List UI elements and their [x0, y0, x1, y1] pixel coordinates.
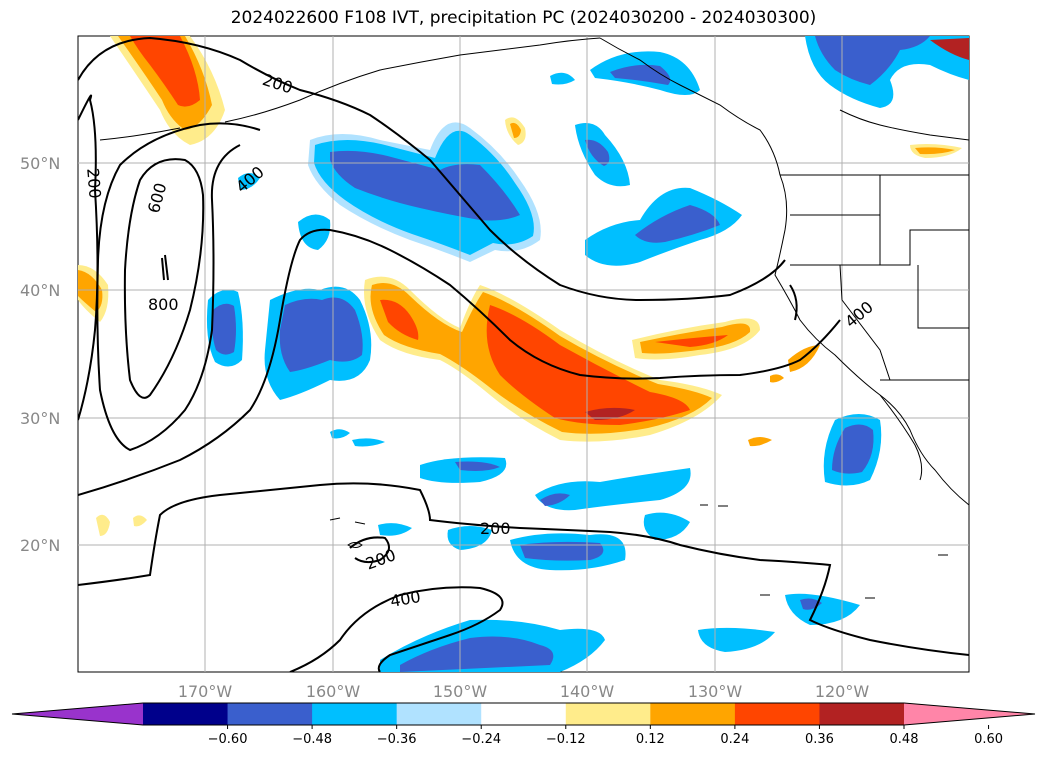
- lon-label: 160°W: [306, 682, 361, 701]
- colorbar-tick-label: −0.36: [377, 732, 417, 747]
- gridlines: [78, 36, 969, 672]
- precip-negative-shading: [206, 36, 969, 672]
- lat-label: 30°N: [20, 409, 60, 428]
- colorbar-swatch: [143, 703, 229, 725]
- colorbar-extend-low: [12, 703, 143, 725]
- colorbar: −0.60 −0.48 −0.36 −0.24 −0.12 0.12 0.24 0.36 0.4…: [11, 702, 1036, 747]
- colorbar-swatch: [227, 703, 313, 725]
- lon-label: 170°W: [178, 682, 233, 701]
- colorbar-swatch: [819, 703, 905, 725]
- colorbar-tick-label: 0.24: [720, 732, 749, 747]
- lon-label: 140°W: [560, 682, 615, 701]
- colorbar-swatch: [481, 703, 567, 725]
- contour-label: 800: [148, 295, 179, 314]
- colorbar-tick-label: 0.36: [805, 732, 834, 747]
- lon-label: 120°W: [815, 682, 870, 701]
- precip-positive-shading: [78, 36, 962, 536]
- colorbar-outline: [11, 702, 1036, 726]
- lat-label: 50°N: [20, 154, 60, 173]
- colorbar-tick-label: 0.12: [636, 732, 665, 747]
- colorbar-swatch: [650, 703, 736, 725]
- lat-label: 20°N: [20, 536, 60, 555]
- latitude-labels: 50°N 40°N 30°N 20°N: [20, 154, 60, 555]
- colorbar-tick-label: −0.60: [208, 732, 248, 747]
- colorbar-swatch: [396, 703, 482, 725]
- map-title: 2024022600 F108 IVT, precipitation PC (2…: [230, 8, 817, 28]
- colorbar-extend-high: [904, 703, 1035, 725]
- ivt-contours: [78, 36, 969, 672]
- colorbar-tick-label: −0.12: [546, 732, 586, 747]
- contour-label: 200: [83, 167, 105, 199]
- colorbar-swatch: [734, 703, 820, 725]
- lat-label: 40°N: [20, 281, 60, 300]
- colorbar-tick-label: 0.48: [890, 732, 919, 747]
- coastlines: [99, 37, 969, 599]
- colorbar-tick-label: 0.60: [974, 732, 1003, 747]
- lon-label: 130°W: [688, 682, 743, 701]
- colorbar-tick-label: −0.48: [292, 732, 332, 747]
- map-content: 200 600 800 400 200 200 200 400 400: [78, 36, 969, 672]
- colorbar-swatch: [565, 703, 651, 725]
- colorbar-tick-label: −0.24: [461, 732, 501, 747]
- contour-label: 200: [480, 519, 511, 538]
- longitude-labels: 170°W 160°W 150°W 140°W 130°W 120°W: [178, 682, 870, 701]
- lon-label: 150°W: [433, 682, 488, 701]
- colorbar-swatch: [312, 703, 398, 725]
